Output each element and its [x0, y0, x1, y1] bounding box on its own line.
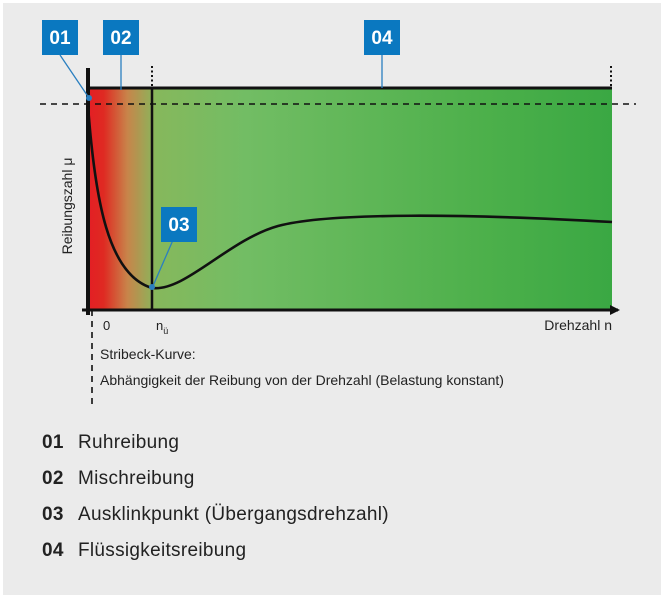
legend-label-01: Ruhreibung	[78, 432, 180, 453]
legend-item-04: 04 Flüssigkeitsreibung	[42, 540, 246, 562]
x-tick-zero: 0	[103, 318, 110, 333]
legend-num-03: 03	[42, 504, 64, 525]
x-tick-nu-main: n	[156, 318, 163, 333]
marker-01: 01	[42, 20, 78, 55]
marker-01-label: 01	[49, 28, 71, 49]
y-axis-label: Reibungszahl μ	[59, 158, 75, 255]
legend-label-04: Flüssigkeitsreibung	[78, 540, 247, 561]
marker-02: 02	[103, 20, 139, 55]
marker-03-label: 03	[168, 215, 189, 236]
leader-line-03	[152, 239, 174, 287]
legend-item-02: 02 Mischreibung	[42, 468, 195, 490]
stribeck-curve	[86, 105, 613, 290]
legend-num-02: 02	[42, 468, 64, 489]
stribeck-diagram: 01 02 04 03 Reibungszahl μ 0 nü Drehzahl…	[40, 20, 636, 405]
marker-04-label: 04	[371, 28, 393, 49]
transition-point	[149, 284, 155, 290]
x-tick-nu: nü	[156, 318, 168, 336]
legend-num-01: 01	[42, 432, 64, 453]
friction-gradient-area	[88, 88, 612, 310]
legend-label-02: Mischreibung	[78, 468, 195, 489]
static-point	[86, 95, 92, 101]
caption-title: Stribeck-Kurve:	[100, 346, 196, 362]
x-tick-nu-sub: ü	[163, 326, 168, 336]
leader-line-01	[59, 54, 90, 99]
caption-description: Abhängigkeit der Reibung von der Drehzah…	[100, 372, 504, 388]
legend-item-01: 01 Ruhreibung	[42, 432, 179, 454]
legend-label-03: Ausklinkpunkt (Übergangsdrehzahl)	[78, 504, 389, 525]
marker-04: 04	[364, 20, 400, 55]
x-axis-label: Drehzahl n	[544, 317, 612, 333]
marker-03: 03	[161, 207, 197, 242]
marker-02-label: 02	[110, 28, 131, 49]
legend-item-03: 03 Ausklinkpunkt (Übergangsdrehzahl)	[42, 504, 389, 526]
legend-num-04: 04	[42, 540, 64, 561]
